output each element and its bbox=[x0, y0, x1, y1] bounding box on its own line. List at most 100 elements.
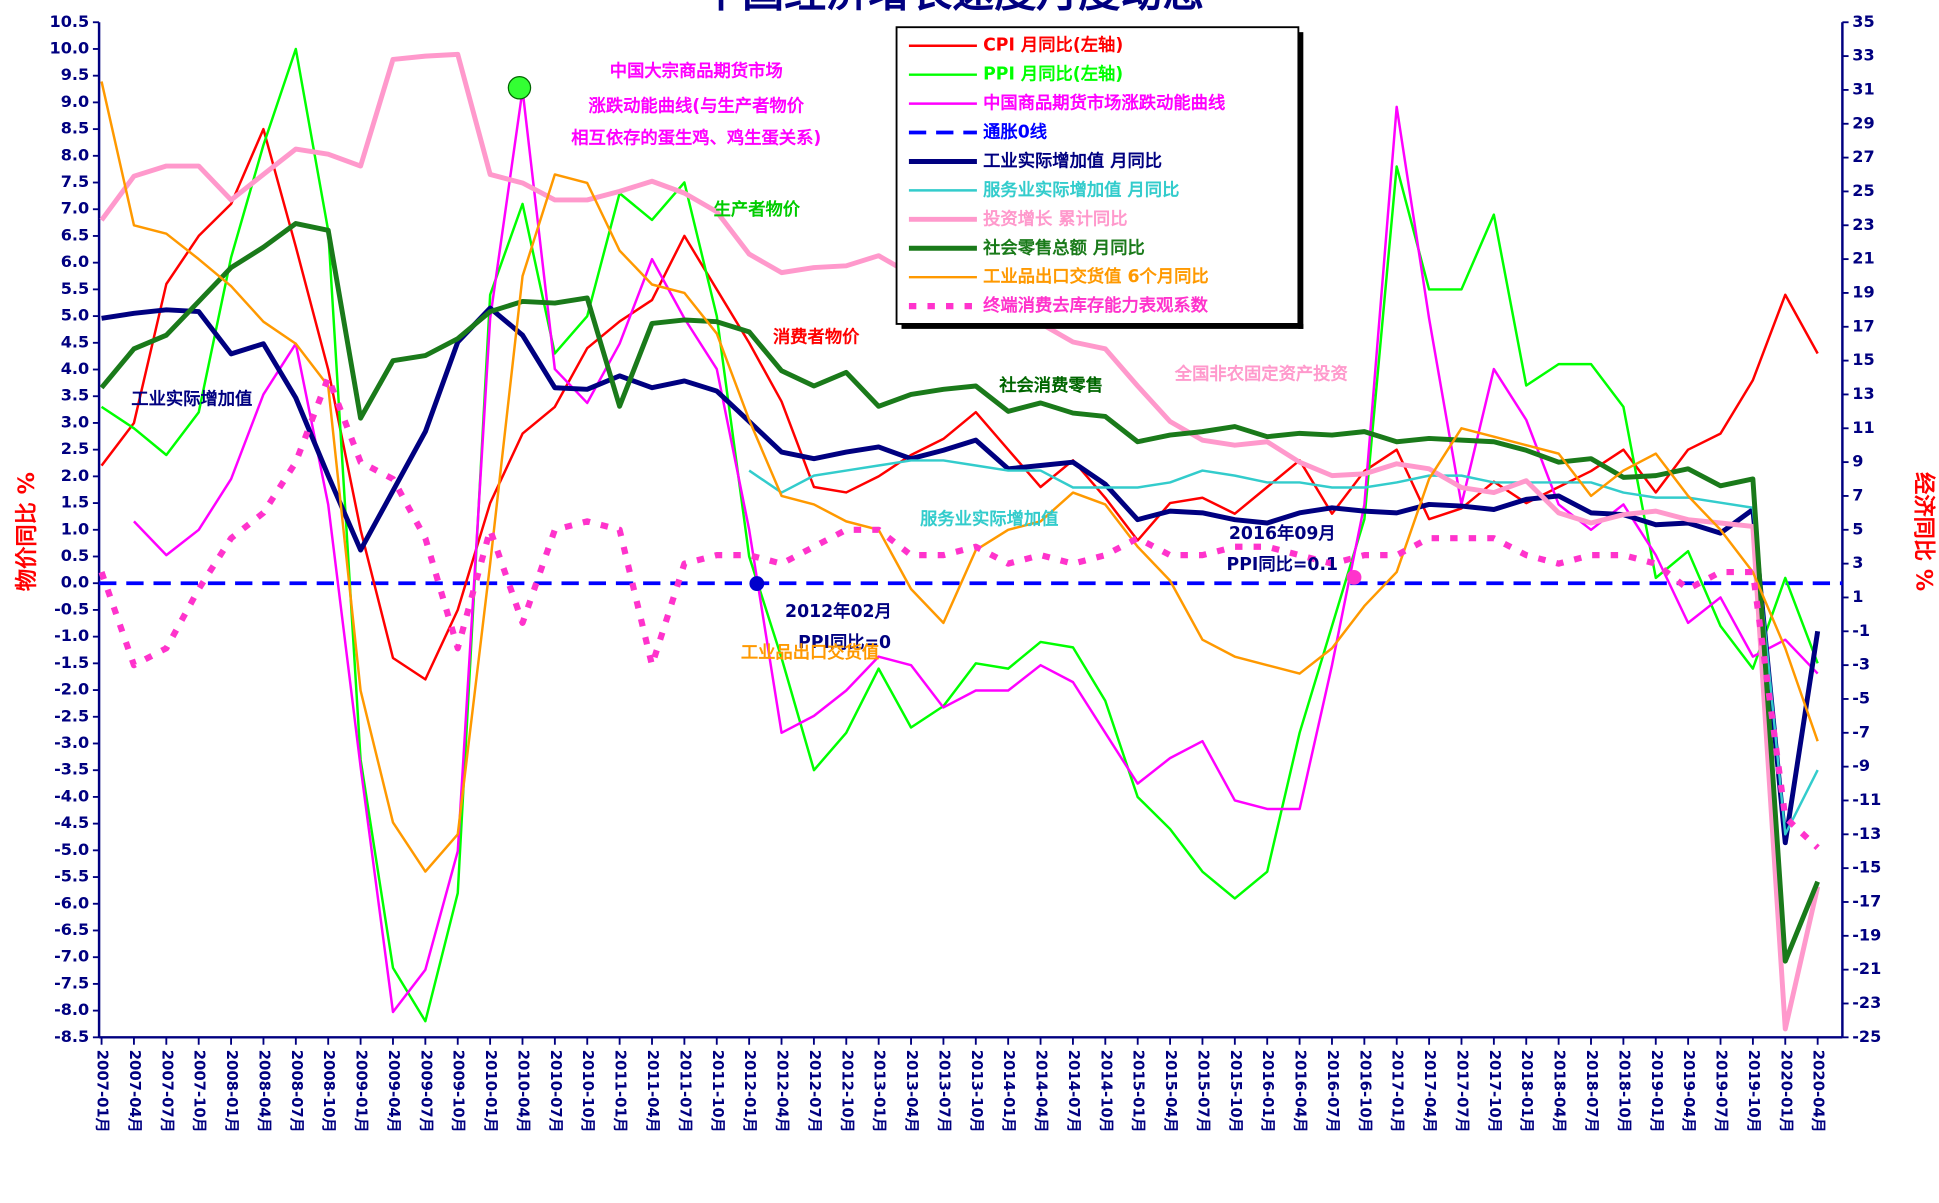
y-tick-label: -8.0 bbox=[54, 1000, 89, 1019]
y-tick-label: 1.5 bbox=[61, 493, 89, 512]
y-tick-label: -2.0 bbox=[54, 680, 89, 699]
x-tick-label: 2019-01月 bbox=[1648, 1050, 1665, 1133]
y-tick-label: 10.5 bbox=[50, 12, 90, 31]
y2-tick-label: 17 bbox=[1852, 316, 1874, 335]
y2-tick-label: -17 bbox=[1852, 891, 1881, 910]
series-line bbox=[100, 81, 1819, 873]
x-tick-label: 2015-10月 bbox=[1227, 1050, 1244, 1133]
x-tick-label: 2010-01月 bbox=[482, 1050, 499, 1133]
x-tick-label: 2008-10月 bbox=[320, 1050, 337, 1133]
y-tick-label: 6.5 bbox=[61, 225, 89, 244]
y2-tick-label: -19 bbox=[1852, 925, 1881, 944]
y-tick-label: 9.0 bbox=[61, 92, 89, 111]
x-tick-label: 2012-04月 bbox=[774, 1050, 791, 1133]
x-tick-label: 2011-10月 bbox=[709, 1050, 726, 1133]
y2-tick-label: -15 bbox=[1852, 858, 1881, 877]
x-tick-label: 2010-04月 bbox=[514, 1050, 531, 1133]
annotation: PPI同比=0 bbox=[798, 632, 891, 653]
x-tick-label: 2011-04月 bbox=[644, 1050, 661, 1133]
y2-tick-label: -21 bbox=[1852, 959, 1881, 978]
legend-label: 工业品出口交货值 6个月同比 bbox=[983, 266, 1209, 287]
y2-tick-label: -5 bbox=[1852, 688, 1870, 707]
y-tick-label: -6.0 bbox=[54, 893, 89, 912]
y-tick-label: -1.0 bbox=[54, 626, 89, 645]
x-tick-label: 2020-04月 bbox=[1810, 1050, 1827, 1133]
x-tick-label: 2009-01月 bbox=[353, 1050, 370, 1133]
x-tick-label: 2018-10月 bbox=[1615, 1050, 1632, 1133]
y2-tick-label: -13 bbox=[1852, 824, 1881, 843]
y-tick-label: -3.0 bbox=[54, 733, 89, 752]
y2-axis-label: 经济同比 % bbox=[1910, 472, 1937, 591]
y-tick-label: -3.5 bbox=[54, 760, 89, 779]
x-tick-label: 2007-01月 bbox=[94, 1050, 111, 1133]
y-axis-label: 物价同比 % bbox=[13, 472, 40, 591]
x-tick-label: 2019-04月 bbox=[1680, 1050, 1697, 1133]
x-tick-label: 2007-10月 bbox=[191, 1050, 208, 1133]
y2-tick-label: 1 bbox=[1852, 587, 1863, 606]
y-tick-label: -2.5 bbox=[54, 706, 89, 725]
x-tick-label: 2010-07月 bbox=[547, 1050, 564, 1133]
annotation: 涨跌动能曲线(与生产者物价 bbox=[589, 95, 805, 116]
y2-tick-label: -11 bbox=[1852, 790, 1881, 809]
x-tick-label: 2009-10月 bbox=[450, 1050, 467, 1133]
highlight-point bbox=[507, 76, 532, 100]
annotation: 生产者物价 bbox=[714, 199, 801, 220]
annotation: 2012年02月 bbox=[785, 601, 892, 622]
annotation: 消费者物价 bbox=[773, 327, 860, 348]
y-tick-label: -6.5 bbox=[54, 920, 89, 939]
y-tick-label: -4.0 bbox=[54, 786, 89, 805]
x-tick-label: 2018-04月 bbox=[1551, 1050, 1568, 1133]
x-tick-label: 2018-07月 bbox=[1583, 1050, 1600, 1133]
x-tick-label: 2020-01月 bbox=[1777, 1050, 1794, 1133]
x-tick-label: 2014-04月 bbox=[1033, 1050, 1050, 1133]
legend-shadow bbox=[901, 323, 1304, 329]
x-tick-label: 2012-07月 bbox=[806, 1050, 823, 1133]
y-tick-label: 7.5 bbox=[61, 172, 89, 191]
y-tick-label: 4.5 bbox=[61, 332, 89, 351]
x-tick-label: 2017-04月 bbox=[1421, 1050, 1438, 1133]
y2-tick-label: 35 bbox=[1852, 12, 1874, 31]
x-tick-label: 2012-01月 bbox=[741, 1050, 758, 1133]
x-tick-label: 2008-04月 bbox=[255, 1050, 272, 1133]
y2-tick-label: 29 bbox=[1852, 113, 1874, 132]
x-tick-label: 2017-01月 bbox=[1389, 1050, 1406, 1133]
y2-tick-label: 3 bbox=[1852, 553, 1863, 572]
series-line bbox=[99, 221, 1820, 964]
x-tick-label: 2008-01月 bbox=[223, 1050, 240, 1133]
y-tick-label: 2.0 bbox=[61, 466, 89, 485]
legend-label: 通胀0线 bbox=[983, 122, 1048, 143]
y2-tick-label: -23 bbox=[1852, 993, 1881, 1012]
y-tick-label: -7.5 bbox=[54, 973, 89, 992]
y2-tick-label: 9 bbox=[1852, 452, 1863, 471]
y2-tick-label: 33 bbox=[1852, 46, 1874, 65]
legend-label: 中国商品期货市场涨跌动能曲线 bbox=[983, 93, 1226, 114]
x-tick-label: 2014-10月 bbox=[1097, 1050, 1114, 1133]
y-tick-label: 10.0 bbox=[50, 38, 90, 57]
x-tick-label: 2015-01月 bbox=[1130, 1050, 1147, 1133]
legend-label: 投资增长 累计同比 bbox=[983, 208, 1127, 229]
x-tick-label: 2014-07月 bbox=[1065, 1050, 1082, 1133]
y-tick-label: -8.5 bbox=[54, 1027, 89, 1046]
legend-box bbox=[895, 26, 1300, 325]
legend-label: PPI 月同比(左轴) bbox=[983, 64, 1123, 85]
series-line bbox=[100, 47, 1819, 1023]
y-tick-label: 6.0 bbox=[61, 252, 89, 271]
y-tick-label: 5.5 bbox=[61, 279, 89, 298]
y-tick-label: -5.5 bbox=[54, 867, 89, 886]
y-tick-label: 7.0 bbox=[61, 199, 89, 218]
legend-label: 服务业实际增加值 月同比 bbox=[983, 179, 1179, 200]
x-tick-label: 2015-07月 bbox=[1194, 1050, 1211, 1133]
x-tick-label: 2017-10月 bbox=[1486, 1050, 1503, 1133]
y-tick-label: -7.0 bbox=[54, 947, 89, 966]
y-tick-label: 9.5 bbox=[61, 65, 89, 84]
x-tick-label: 2019-10月 bbox=[1745, 1050, 1762, 1133]
x-tick-label: 2010-10月 bbox=[579, 1050, 596, 1133]
y2-tick-label: -25 bbox=[1852, 1027, 1881, 1046]
x-tick-label: 2009-07月 bbox=[417, 1050, 434, 1133]
x-tick-label: 2016-07月 bbox=[1324, 1050, 1341, 1133]
series-line bbox=[748, 459, 1819, 836]
series-line bbox=[101, 305, 1821, 846]
y2-tick-label: -3 bbox=[1852, 655, 1870, 674]
plot-area: 10.510.09.59.08.58.07.57.06.56.05.55.04.… bbox=[50, 12, 1882, 1133]
